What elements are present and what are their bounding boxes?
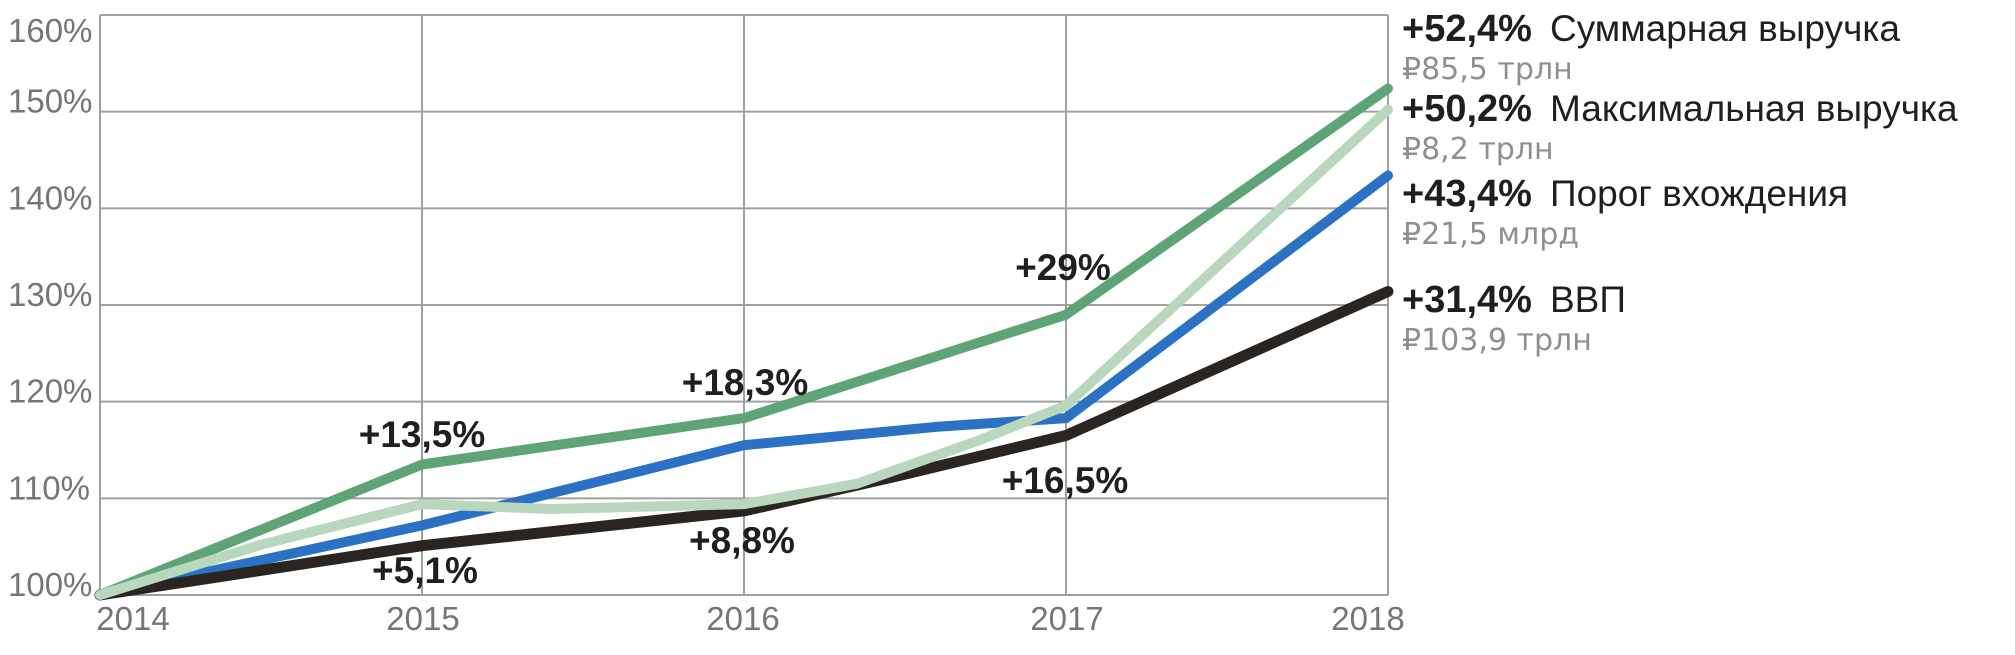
y-axis-tick-label-100: 100% — [8, 566, 92, 603]
legend-entry-entry-threshold: +43,4% Порог вхождения ₽21,5 млрд — [1402, 173, 2015, 251]
legend-pct-entry-threshold: +43,4% — [1402, 173, 1532, 215]
legend-value-gdp: ₽103,9 трлн — [1402, 323, 1592, 358]
legend-value-total-revenue: ₽85,5 трлн — [1402, 52, 1573, 87]
y-axis-tick-label-150: 150% — [8, 83, 92, 120]
y-axis-tick-label-120: 120% — [8, 373, 92, 410]
legend-value-max-revenue: ₽8,2 трлн — [1402, 132, 1554, 167]
legend-entry-total-revenue: +52,4% Суммарная выручка ₽85,5 трлн — [1402, 8, 2015, 86]
legend-entry-max-revenue: +50,2% Максимальная выручка ₽8,2 трлн — [1402, 88, 2015, 166]
y-axis-tick-label-140: 140% — [8, 179, 92, 216]
x-axis-tick-label-2014: 2014 — [96, 600, 169, 637]
legend-value-entry-threshold: ₽21,5 млрд — [1402, 217, 1580, 252]
series-line-total_revenue — [95, 83, 1393, 600]
annotation-label-3: +8,8% — [689, 520, 795, 561]
y-axis-tick-label-110: 110% — [8, 469, 90, 506]
legend-pct-gdp: +31,4% — [1402, 279, 1532, 321]
series-line-max_revenue — [95, 104, 1393, 600]
x-axis-tick-label-2018: 2018 — [1331, 600, 1404, 637]
annotation-label-4: +29% — [1015, 247, 1111, 288]
y-axis-tick-label-130: 130% — [8, 276, 92, 313]
legend-entry-gdp: +31,4% ВВП ₽103,9 трлн — [1402, 279, 2015, 357]
legend-pct-total-revenue: +52,4% — [1402, 8, 1532, 50]
y-axis-tick-label-160: 160% — [8, 12, 92, 49]
annotation-label-0: +13,5% — [359, 414, 486, 455]
x-axis-tick-label-2015: 2015 — [386, 600, 459, 637]
legend-pct-max-revenue: +50,2% — [1402, 88, 1532, 130]
annotation-label-1: +5,1% — [372, 550, 478, 591]
legend-name-total-revenue: Суммарная выручка — [1550, 8, 1900, 49]
series-line-entry_threshold — [95, 170, 1393, 600]
legend-name-gdp: ВВП — [1550, 279, 1626, 320]
annotation-label-2: +18,3% — [682, 362, 809, 403]
annotation-label-5: +16,5% — [1002, 460, 1129, 501]
chart-legend: +52,4% Суммарная выручка ₽85,5 трлн +50,2… — [1402, 0, 2015, 655]
x-axis-tick-label-2016: 2016 — [706, 600, 779, 637]
legend-name-max-revenue: Максимальная выручка — [1550, 88, 1958, 129]
x-axis-tick-label-2017: 2017 — [1030, 600, 1103, 637]
legend-name-entry-threshold: Порог вхождения — [1550, 173, 1849, 214]
